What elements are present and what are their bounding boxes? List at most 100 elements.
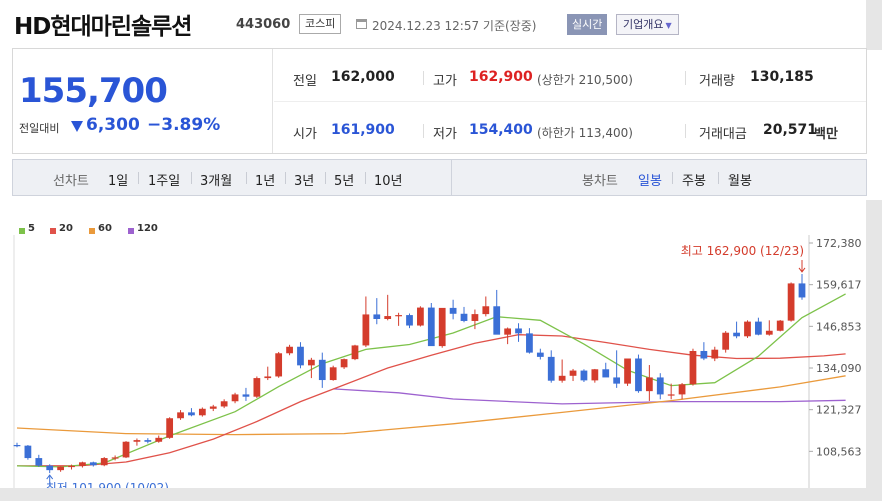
period-daily[interactable]: 일봉: [638, 174, 662, 189]
max-arrow-head: [798, 267, 806, 273]
caret-down-icon: ▼: [665, 21, 672, 30]
legend-swatch-ma5: [19, 228, 25, 234]
candle-body: [68, 465, 75, 468]
period-5y[interactable]: 5년: [334, 174, 355, 189]
chart-edge-strip: [866, 200, 882, 501]
price-info-panel: 155,700 전일대비 6,300 −3.89% 전일 162,000 고가 …: [12, 48, 867, 154]
candle-body: [264, 376, 272, 379]
candle-body: [504, 328, 512, 335]
candle-body: [711, 349, 719, 359]
candle-body: [526, 333, 533, 353]
period-1y[interactable]: 1년: [255, 174, 276, 189]
high-value: 162,900: [469, 69, 533, 85]
candle-body: [373, 314, 381, 319]
separator: [246, 172, 247, 184]
candle-body: [242, 394, 250, 397]
candle-body: [188, 412, 195, 416]
candle-body: [635, 358, 642, 392]
candle-body: [133, 440, 141, 442]
company-overview-button[interactable]: 기업개요 ▼: [616, 14, 679, 35]
y-tick-label: 121,327: [816, 404, 862, 417]
candle-body: [362, 314, 370, 346]
candlestick-chart-svg: 172,380 159,617 146,853 134,090 121,327 108,5…: [13, 235, 862, 500]
period-1w[interactable]: 1주일: [148, 174, 181, 189]
period-10y[interactable]: 10년: [374, 174, 403, 189]
period-3y[interactable]: 3년: [294, 174, 315, 189]
stock-header: HD현대마린솔루션 443060 코스피 2024.12.23 12:57 기준…: [0, 0, 882, 46]
candle-body: [733, 332, 740, 337]
candle-body: [689, 350, 697, 385]
legend-ma20: 20: [59, 223, 73, 234]
candle-body: [297, 346, 304, 366]
period-bar-divider: [451, 160, 452, 195]
period-1d[interactable]: 1일: [108, 174, 129, 189]
candle-body: [569, 370, 577, 376]
candle-body: [286, 346, 293, 354]
candle-chart-label: 봉차트: [582, 174, 618, 189]
candle-body: [744, 321, 751, 337]
legend-ma120: 120: [137, 223, 158, 234]
open-value: 161,900: [331, 122, 395, 138]
market-badge: 코스피: [299, 14, 342, 34]
candle-body: [580, 370, 588, 381]
separator: [285, 172, 286, 184]
y-tick-label: 134,090: [816, 362, 862, 375]
candle-body: [460, 313, 468, 321]
candle-body: [406, 315, 413, 326]
candle-body: [122, 441, 130, 458]
candle-body: [722, 332, 730, 350]
volume-value: 130,185: [750, 69, 814, 85]
candle-body: [449, 307, 457, 314]
divider: [423, 71, 424, 85]
candle-body: [198, 408, 206, 416]
candle-body: [89, 462, 97, 466]
candle-body: [765, 330, 773, 335]
prev-close-label: 전일: [293, 74, 317, 89]
period-3m[interactable]: 3개월: [200, 174, 233, 189]
change-label: 전일대비: [19, 122, 60, 135]
candle-body: [13, 445, 21, 447]
period-weekly[interactable]: 주봉: [682, 174, 706, 189]
y-tick-label: 172,380: [816, 237, 862, 250]
candle-body: [307, 359, 315, 366]
legend-swatch-ma20: [50, 228, 56, 234]
candle-body: [275, 353, 283, 377]
candle-body: [493, 306, 501, 335]
candle-body: [613, 377, 621, 384]
candle-body: [798, 283, 806, 298]
candle-body: [787, 283, 795, 321]
current-price: 155,700: [19, 71, 168, 111]
realtime-button[interactable]: 실시간: [567, 14, 608, 35]
candle-body: [24, 445, 32, 459]
candle-body: [515, 328, 522, 334]
y-tick-label: 146,853: [816, 320, 862, 333]
candle-body: [340, 359, 348, 368]
divider: [685, 71, 686, 85]
stock-name: HD현대마린솔루션: [14, 14, 192, 40]
divider: [685, 124, 686, 138]
candle-body: [177, 412, 184, 419]
candle-body: [111, 457, 119, 459]
max-price-annotation: 최고 162,900 (12/23): [681, 244, 804, 258]
period-monthly[interactable]: 월봉: [728, 174, 752, 189]
candle-body: [547, 356, 555, 381]
separator: [325, 172, 326, 184]
stock-code: 443060: [236, 17, 291, 32]
candle-body: [329, 367, 337, 381]
amount-value: 20,571: [763, 122, 818, 138]
bottom-edge-strip: [0, 488, 866, 501]
candle-body: [79, 462, 86, 466]
separator: [365, 172, 366, 184]
amount-label: 거래대금: [699, 127, 747, 142]
candle-body: [144, 440, 152, 442]
candle-body: [351, 345, 359, 360]
candle-body: [231, 394, 239, 402]
separator: [672, 172, 673, 184]
high-label: 고가: [433, 74, 457, 89]
candle-body: [624, 358, 631, 384]
candle-body: [427, 307, 435, 347]
separator: [718, 172, 719, 184]
legend-swatch-ma120: [128, 228, 134, 234]
volume-label: 거래량: [699, 74, 735, 89]
company-overview-label: 기업개요: [623, 18, 664, 31]
